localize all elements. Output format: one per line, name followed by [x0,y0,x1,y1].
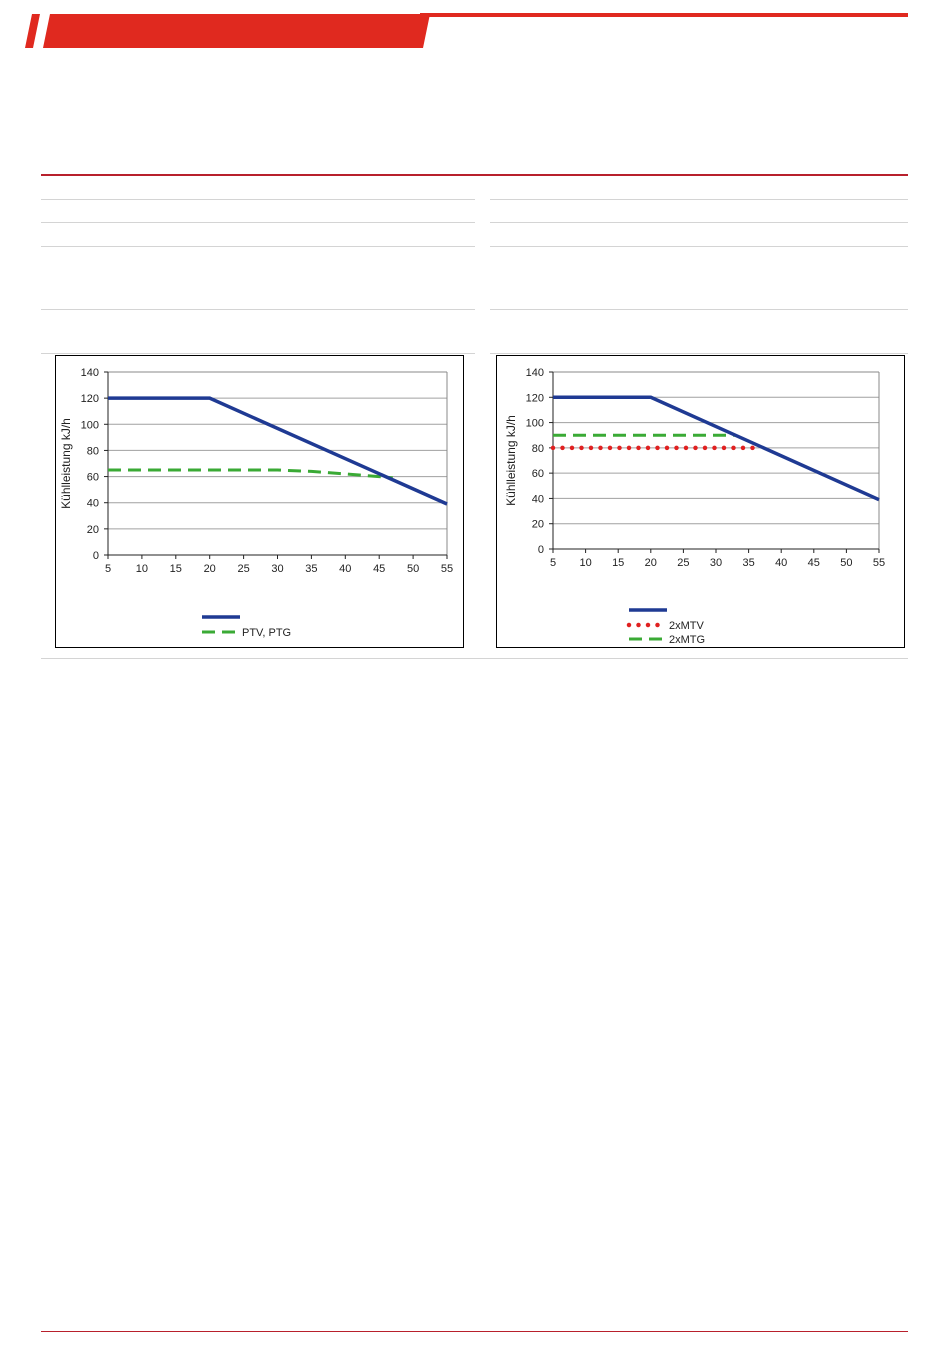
y-tick-label: 140 [81,367,99,379]
table-row-divider [41,199,475,200]
header-block [43,14,430,48]
y-tick-label: 80 [532,443,544,455]
x-tick-label: 10 [579,557,591,569]
y-tick-label: 40 [532,493,544,505]
table-row-divider [41,309,475,310]
series-line [108,468,393,480]
table-row-divider [41,246,475,247]
y-tick-label: 100 [526,418,544,430]
table-row-divider [490,309,908,310]
x-tick-label: 35 [742,557,754,569]
y-tick-label: 60 [87,472,99,484]
y-tick-label: 40 [87,498,99,510]
x-tick-label: 15 [612,557,624,569]
y-tick-label: 120 [526,392,544,404]
x-tick-label: 5 [105,563,111,575]
x-tick-label: 50 [840,557,852,569]
x-tick-label: 5 [550,557,556,569]
x-tick-label: 20 [204,563,216,575]
y-tick-label: 100 [81,419,99,431]
table-bottom-rule [41,658,908,659]
y-axis-label: Kühlleistung kJ/h [59,418,73,509]
y-tick-label: 80 [87,445,99,457]
chart-2-frame: 0 20 40 60 80 100 120 140 5 10 15 20 25 30 35 40 45 50 55 K… [496,355,905,648]
chart-2: 0 20 40 60 80 100 120 140 5 10 15 20 25 30 35 40 45 50 55 K… [504,367,885,646]
legend-label: PTV, PTG [242,627,291,639]
table-row-divider [41,222,475,223]
x-tick-label: 20 [645,557,657,569]
y-tick-label: 140 [526,367,544,379]
table-row-divider [41,353,475,354]
header-stripe [25,14,40,48]
x-tick-label: 25 [677,557,689,569]
x-tick-label: 25 [237,563,249,575]
chart-1-frame: 0 20 40 60 80 100 120 140 5 10 15 20 25 30 35 40 45 50 55 K… [55,355,464,648]
footer-rule [41,1331,908,1332]
x-tick-label: 10 [136,563,148,575]
table-row-divider [490,222,908,223]
x-tick-label: 45 [808,557,820,569]
x-tick-label: 30 [271,563,283,575]
x-tick-label: 40 [775,557,787,569]
x-tick-label: 30 [710,557,722,569]
x-tick-label: 40 [339,563,351,575]
legend-label: 2xMTG [669,634,705,646]
legend-label: 2xMTV [669,620,705,632]
y-tick-label: 0 [93,550,99,562]
x-tick-label: 55 [873,557,885,569]
x-tick-label: 55 [441,563,453,575]
y-tick-label: 20 [87,524,99,536]
table-row-divider [490,199,908,200]
header-banner [25,13,908,48]
table-row-divider [490,353,908,354]
y-tick-label: 20 [532,519,544,531]
x-tick-label: 35 [305,563,317,575]
y-axis-label: Kühlleistung kJ/h [504,415,518,506]
table-row-divider [490,246,908,247]
series-line [553,395,880,502]
x-tick-label: 15 [170,563,182,575]
header-rule [420,13,908,17]
y-tick-label: 0 [538,544,544,556]
series-line [108,396,448,506]
chart-1: 0 20 40 60 80 100 120 140 5 10 15 20 25 30 35 40 45 50 55 K… [59,367,453,639]
x-tick-label: 45 [373,563,385,575]
y-tick-label: 60 [532,468,544,480]
table-top-rule [41,174,908,176]
x-tick-label: 50 [407,563,419,575]
y-tick-label: 120 [81,393,99,405]
